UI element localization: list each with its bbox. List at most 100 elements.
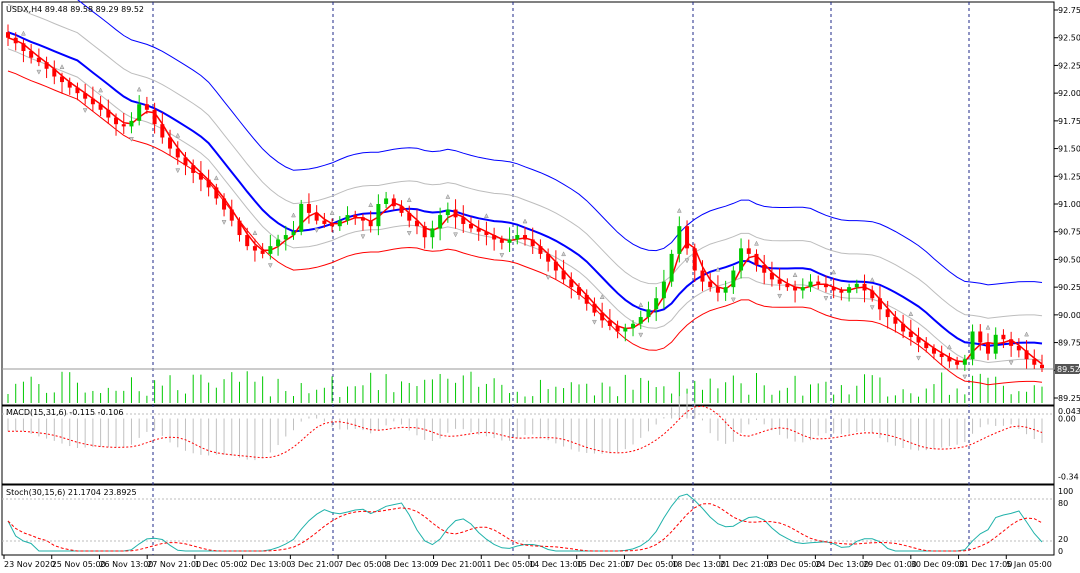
time-tick-label: 25 Nov 05:00 [52, 560, 106, 569]
time-tick-label: 30 Dec 09:00 [911, 560, 965, 569]
stoch-tick-label: 80 [1058, 499, 1068, 508]
fractal-up [136, 86, 142, 92]
candle-body [492, 235, 497, 240]
time-tick-label: 11 Dec 05:00 [481, 560, 535, 569]
candle-body [538, 246, 543, 254]
candle-body [67, 82, 72, 88]
candle-body [252, 246, 257, 251]
candle-body [530, 239, 535, 247]
candle-body [499, 239, 504, 243]
stoch-tick-label: 0 [1058, 547, 1063, 556]
candle-body [561, 270, 566, 280]
price-tick-label: 92.75 [1058, 6, 1080, 15]
stoch-main-line [7, 493, 1043, 552]
time-tick-label: 23 Nov 2020 [4, 560, 55, 569]
candle-body [129, 120, 134, 127]
fractal-down [360, 234, 366, 240]
stoch-signal-line [7, 503, 1043, 552]
candle-body [685, 226, 690, 249]
fractal-up [638, 302, 644, 307]
time-tick-label: 15 Dec 21:00 [577, 560, 631, 569]
candle-body [615, 325, 620, 332]
candle-body [569, 279, 574, 288]
time-tick-label: 8 Dec 13:00 [386, 560, 435, 569]
fractal-up [908, 311, 914, 316]
time-tick-label: 1 Dec 05:00 [195, 560, 244, 569]
candle-body [384, 198, 389, 204]
candle-body [654, 298, 659, 310]
candle-body [260, 250, 265, 254]
stochastic-lines [7, 493, 1043, 552]
candle-body [98, 104, 103, 110]
candle-body [515, 235, 520, 240]
fractal-down [406, 231, 412, 236]
fractal-down [638, 332, 644, 338]
price-tick-label: 89.25 [1058, 394, 1080, 403]
macd-panel-frame [1, 405, 1055, 485]
price-tick-label: 91.25 [1058, 172, 1080, 181]
candle-body [1024, 350, 1029, 360]
candle-body [631, 323, 636, 329]
candle-body [168, 137, 173, 149]
fractal-down [962, 374, 968, 380]
fractal-up [715, 266, 721, 272]
candle-body [484, 231, 489, 236]
time-tick-label: 18 Dec 13:00 [672, 560, 726, 569]
candle-body [823, 283, 828, 288]
candle-body [206, 179, 211, 188]
candle-body [345, 215, 350, 221]
candle-body [29, 51, 34, 58]
fractal-down [869, 305, 875, 311]
envelope-inner-upper-line [7, 4, 1043, 319]
fractal-down [1008, 360, 1014, 366]
stoch-tick-label: 100 [1058, 487, 1073, 496]
candle-body [306, 204, 311, 213]
fractal-down [499, 253, 505, 258]
candle-body [638, 317, 643, 324]
candle-body [584, 294, 589, 304]
candle-body [44, 62, 49, 69]
candle-body [646, 309, 651, 318]
candle-body [661, 281, 666, 299]
candle-body [785, 283, 790, 288]
candle-body [669, 253, 674, 282]
candle-body [831, 287, 836, 291]
time-tick-label: 14 Dec 13:00 [529, 560, 583, 569]
fractal-up [175, 132, 181, 138]
time-tick-label: 17 Dec 05:00 [624, 560, 678, 569]
candle-body [916, 337, 921, 343]
price-tick-label: 90.25 [1058, 283, 1080, 292]
price-tick-label: 90.50 [1058, 255, 1080, 264]
candle-body [137, 104, 142, 121]
candle-body [677, 226, 682, 254]
candle-body [445, 209, 450, 216]
ma-middle-line [7, 31, 1043, 347]
candle-body [6, 32, 10, 38]
candle-body [970, 331, 975, 360]
candle-body [368, 220, 373, 227]
envelope-upper-line [77, 0, 1043, 286]
candle-body [692, 248, 697, 271]
fractal-up [676, 207, 682, 213]
candle-body [523, 235, 527, 240]
stoch-panel-frame [1, 484, 1055, 556]
candle-body [283, 235, 288, 240]
fractal-up [368, 202, 374, 207]
price-tick-label: 92.25 [1058, 61, 1080, 70]
candle-body [700, 270, 705, 282]
price-tick-label: 91.75 [1058, 117, 1080, 126]
price-tick-label: 92.00 [1058, 89, 1080, 98]
fractal-down [684, 258, 690, 264]
time-tick-label: 3 Dec 21:00 [290, 560, 339, 569]
candle-body [777, 279, 782, 284]
time-tick-label: 26 Nov 13:00 [99, 560, 153, 569]
candle-body [931, 348, 936, 354]
candle-body [816, 281, 821, 284]
fractal-down [592, 319, 597, 325]
candle-body [468, 223, 473, 229]
candle-body [268, 246, 273, 254]
fractal-up [599, 294, 605, 299]
candle-body [870, 290, 875, 299]
